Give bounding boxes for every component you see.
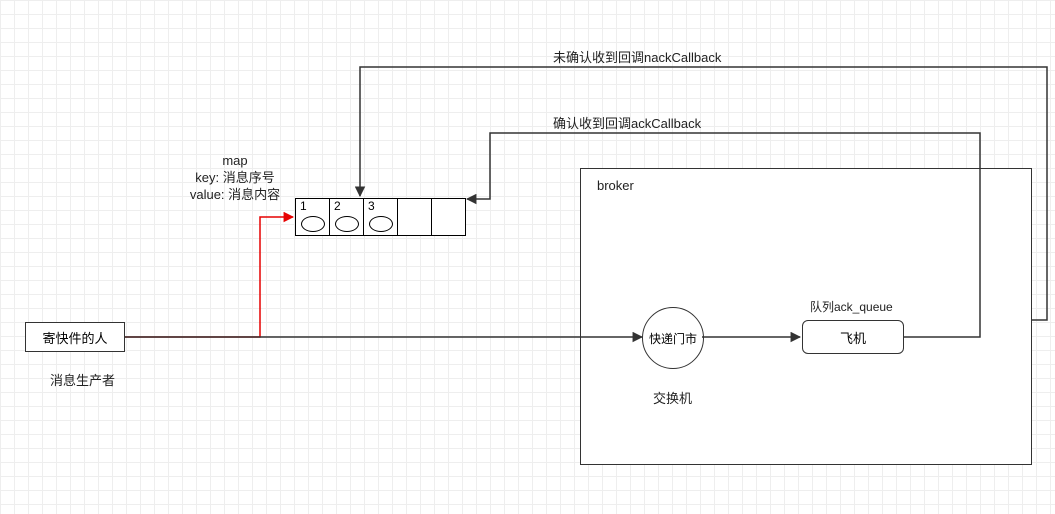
edge-ack_callback (467, 133, 980, 337)
edge-nack_callback (360, 67, 1047, 320)
edge-sender_to_map (125, 217, 293, 337)
edges-svg (0, 0, 1055, 514)
